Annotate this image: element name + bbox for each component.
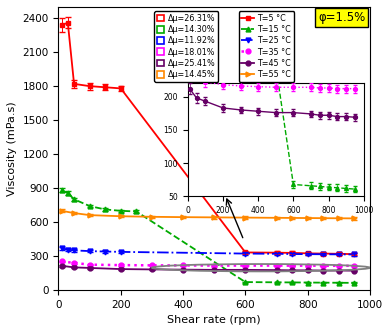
Text: φ=1.5%: φ=1.5% [318,11,365,24]
Y-axis label: Viscosity (mPa.s): Viscosity (mPa.s) [7,101,17,196]
X-axis label: Shear rate (rpm): Shear rate (rpm) [167,315,261,325]
Legend: T=5 °C, T=15 °C, T=25 °C, T=35 °C, T=45 °C, T=55 °C: T=5 °C, T=15 °C, T=25 °C, T=35 °C, T=45 … [239,11,294,82]
